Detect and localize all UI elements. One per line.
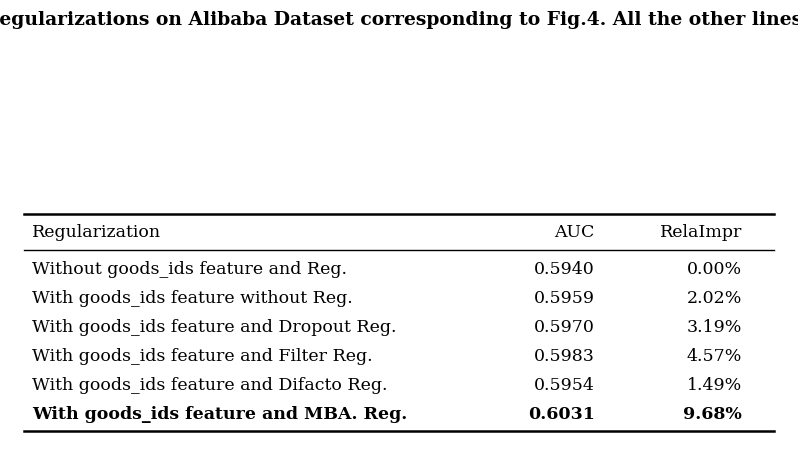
Text: 4.57%: 4.57% (687, 347, 742, 364)
Text: 0.00%: 0.00% (687, 260, 742, 277)
Text: 3.19%: 3.19% (687, 318, 742, 335)
Text: Regularization: Regularization (32, 224, 161, 241)
Text: 0.5983: 0.5983 (534, 347, 595, 364)
Text: AUC: AUC (554, 224, 595, 241)
Text: With goods_ids feature and MBA. Reg.: With goods_ids feature and MBA. Reg. (32, 405, 407, 423)
Text: 0.5940: 0.5940 (534, 260, 595, 277)
Text: 0.5959: 0.5959 (534, 289, 595, 306)
Text: 0.6031: 0.6031 (527, 405, 595, 423)
Text: Without goods_ids feature and Reg.: Without goods_ids feature and Reg. (32, 260, 347, 277)
Text: 0.5954: 0.5954 (534, 376, 595, 393)
Text: With goods_ids feature and Dropout Reg.: With goods_ids feature and Dropout Reg. (32, 318, 397, 335)
Text: 1.49%: 1.49% (687, 376, 742, 393)
Text: 2.02%: 2.02% (687, 289, 742, 306)
Text: 0.5970: 0.5970 (534, 318, 595, 335)
Text: With goods_ids feature and Filter Reg.: With goods_ids feature and Filter Reg. (32, 347, 373, 364)
Text: With goods_ids feature without Reg.: With goods_ids feature without Reg. (32, 289, 353, 306)
Text: With goods_ids feature and Difacto Reg.: With goods_ids feature and Difacto Reg. (32, 376, 387, 393)
Text: RelaImpr: RelaImpr (660, 224, 742, 241)
Text: Table 4: Best AUCs of BaseModel with different regularizations on Alibaba Datase: Table 4: Best AUCs of BaseModel with dif… (0, 11, 798, 29)
Text: 9.68%: 9.68% (683, 405, 742, 423)
